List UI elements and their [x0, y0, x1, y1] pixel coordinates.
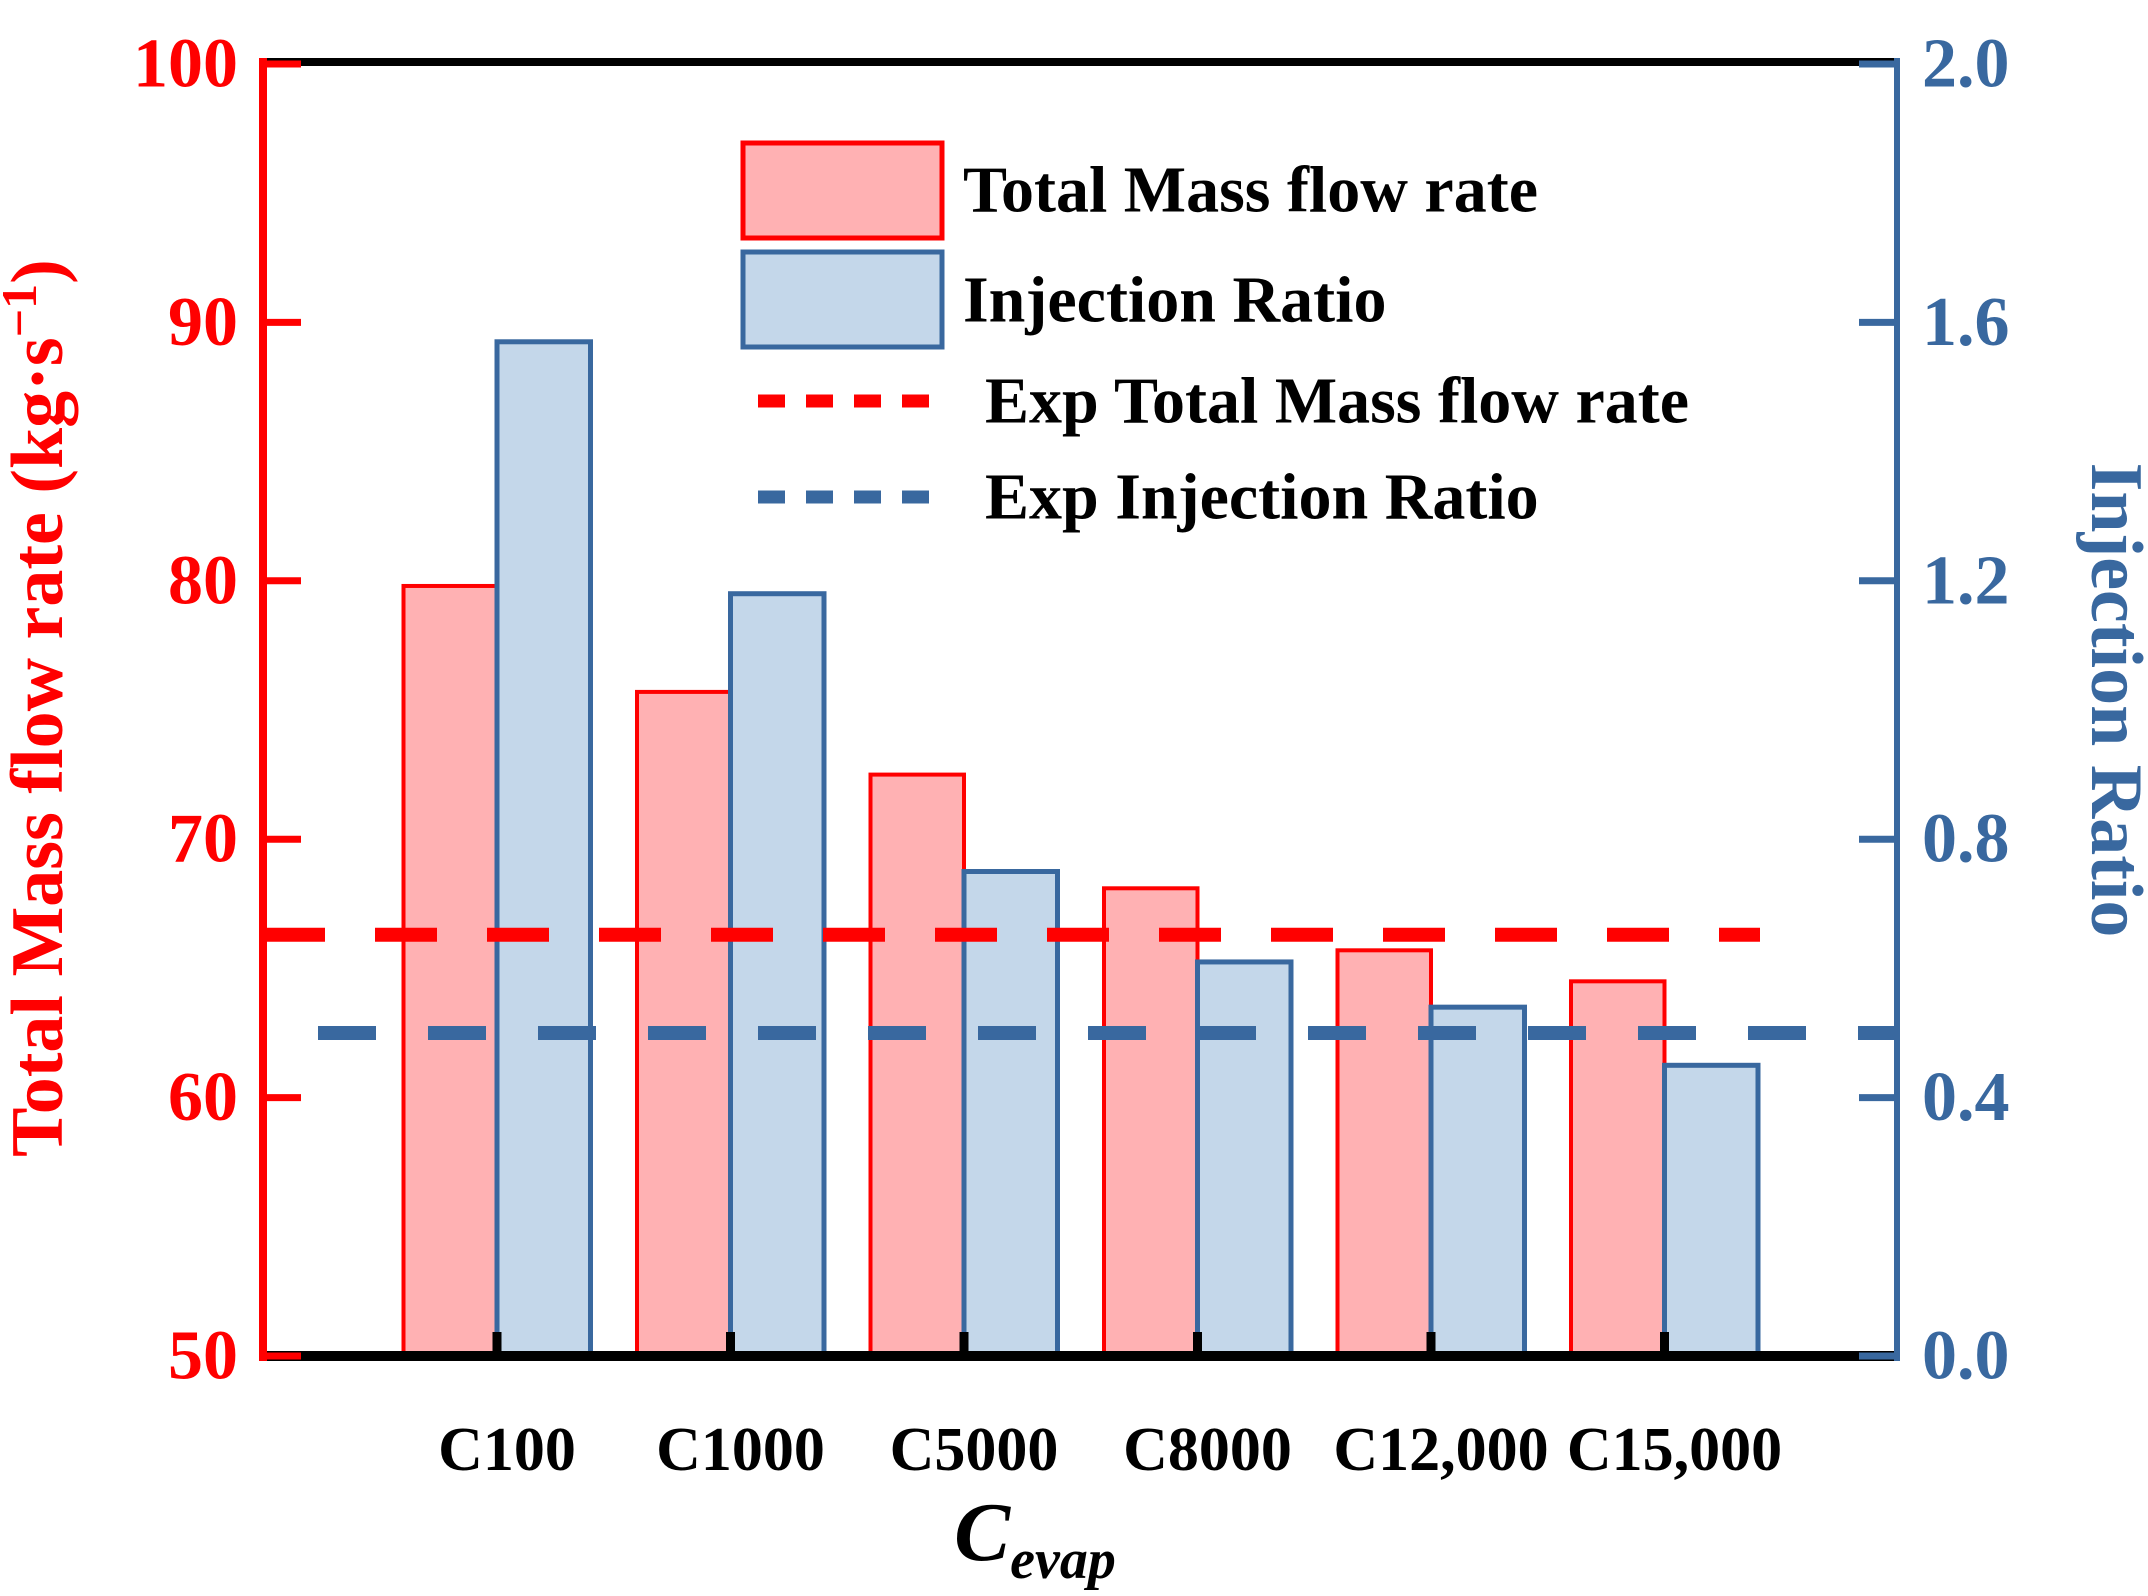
bar-injection-ratio-C12000: [1428, 1004, 1527, 1359]
bar-injection-ratio-C1000: [728, 591, 827, 1359]
x-axis-title: Cevap: [954, 1486, 1116, 1591]
bar-total-mass-flow-C100: [401, 583, 499, 1358]
bar-total-mass-flow-C8000: [1102, 886, 1200, 1359]
legend-label: Injection Ratio: [963, 264, 1386, 337]
right-axis-tick-label: 0.4: [1922, 1059, 2010, 1136]
left-axis-tick-label: 80: [168, 542, 238, 619]
legend: Total Mass flow rate Injection Ratio Exp T…: [740, 140, 1689, 534]
right-axis-tick-label: 0.0: [1922, 1318, 2010, 1395]
x-axis-tick-label: C15,000: [1567, 1416, 1782, 1484]
legend-swatch-1: [740, 249, 945, 350]
bar-total-mass-flow-C12000: [1335, 948, 1433, 1358]
legend-item-0: Total Mass flow rate: [740, 140, 1538, 241]
legend-label: Exp Total Mass flow rate: [985, 365, 1689, 438]
left-axis-tick-label: 100: [133, 26, 238, 103]
legend-item-2: Exp Total Mass flow rate: [758, 365, 1689, 438]
x-axis-tick-label: C100: [438, 1416, 576, 1484]
left-axis-tick-label: 50: [168, 1318, 238, 1395]
right-axis-tick-label: 1.2: [1922, 542, 2010, 619]
bar-injection-ratio-C100: [494, 339, 593, 1359]
bar-injection-ratio-C8000: [1195, 959, 1294, 1359]
right-axis-tick-label: 0.8: [1922, 801, 2010, 878]
left-axis-tick-label: 90: [168, 284, 238, 361]
bar-total-mass-flow-C15000: [1569, 979, 1667, 1358]
legend-label: Exp Injection Ratio: [985, 461, 1539, 534]
right-axis-tick-label: 2.0: [1922, 26, 2010, 103]
bar-total-mass-flow-C1000: [635, 689, 733, 1358]
bar-injection-ratio-C5000: [961, 869, 1060, 1359]
right-axis-title: Injection Ratio: [2075, 463, 2148, 938]
legend-item-3: Exp Injection Ratio: [758, 461, 1539, 534]
bar-total-mass-flow-C5000: [868, 772, 966, 1358]
left-axis-tick-label: 60: [168, 1059, 238, 1136]
left-axis-title: Total Mass flow rate (kg·s−1): [0, 259, 79, 1157]
x-axis-tick-label: C5000: [890, 1416, 1059, 1484]
legend-item-1: Injection Ratio: [740, 249, 1386, 350]
bar-injection-ratio-C15000: [1662, 1062, 1761, 1359]
right-axis-tick-label: 1.6: [1922, 284, 2010, 361]
legend-swatch-0: [740, 140, 945, 241]
x-axis-tick-label: C8000: [1123, 1416, 1292, 1484]
legend-label: Total Mass flow rate: [963, 154, 1538, 227]
left-axis-tick-label: 70: [168, 801, 238, 878]
x-axis-tick-label: C12,000: [1333, 1416, 1548, 1484]
x-axis-tick-label: C1000: [656, 1416, 825, 1484]
